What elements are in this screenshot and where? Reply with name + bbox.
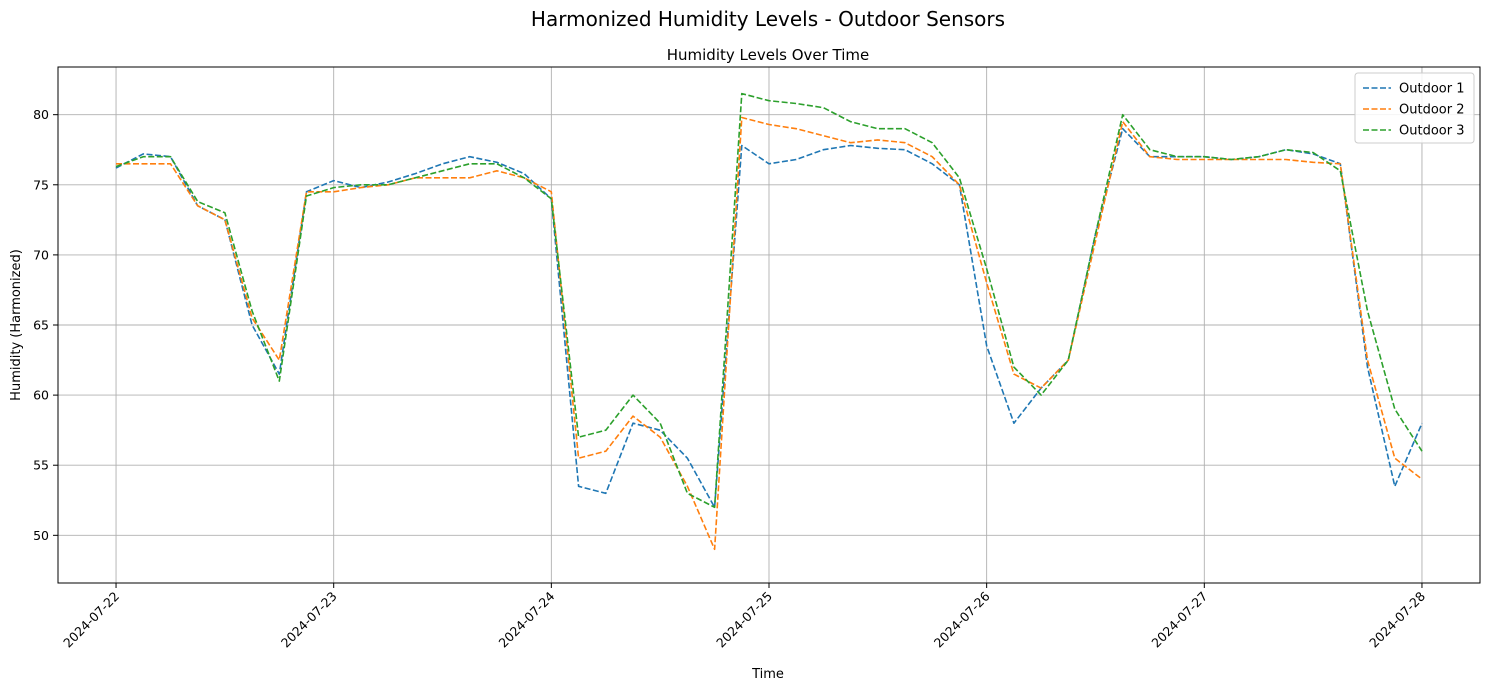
x-tick-label: 2024-07-24 [495, 588, 557, 650]
y-axis-ticks: 50 55 60 65 70 75 80 [33, 107, 58, 543]
y-tick-label: 70 [33, 247, 49, 262]
y-tick-label: 55 [33, 458, 49, 473]
x-tick-label: 2024-07-22 [60, 589, 122, 651]
legend-label: Outdoor 3 [1399, 124, 1464, 139]
x-tick-label: 2024-07-23 [278, 589, 340, 651]
series-line-outdoor-2 [116, 116, 1423, 551]
y-tick-label: 65 [33, 318, 49, 333]
y-axis-label: Humidity (Harmonized) [9, 249, 24, 401]
legend-label: Outdoor 2 [1399, 103, 1464, 118]
legend-label: Outdoor 1 [1399, 82, 1464, 97]
x-tick-label: 2024-07-25 [713, 589, 775, 651]
grid-layer [58, 67, 1480, 583]
x-tick-label: 2024-07-27 [1148, 589, 1210, 651]
legend: Outdoor 1 Outdoor 2 Outdoor 3 [1354, 72, 1475, 144]
y-tick-label: 50 [33, 528, 49, 543]
x-axis-ticks: 2024-07-22 2024-07-23 2024-07-24 2024-07-25… [60, 583, 1428, 650]
x-tick-label: 2024-07-26 [931, 588, 993, 650]
chart-title: Humidity Levels Over Time [667, 46, 870, 64]
y-tick-label: 60 [33, 388, 49, 403]
x-tick-label: 2024-07-28 [1366, 588, 1428, 650]
series-layer [115, 92, 1423, 551]
y-tick-label: 75 [33, 177, 49, 192]
x-axis-label: Time [751, 667, 784, 682]
series-line-outdoor-3 [115, 92, 1423, 509]
figure-suptitle: Harmonized Humidity Levels - Outdoor Sen… [531, 7, 1005, 31]
legend-box [1354, 72, 1475, 144]
y-tick-label: 80 [33, 107, 49, 122]
